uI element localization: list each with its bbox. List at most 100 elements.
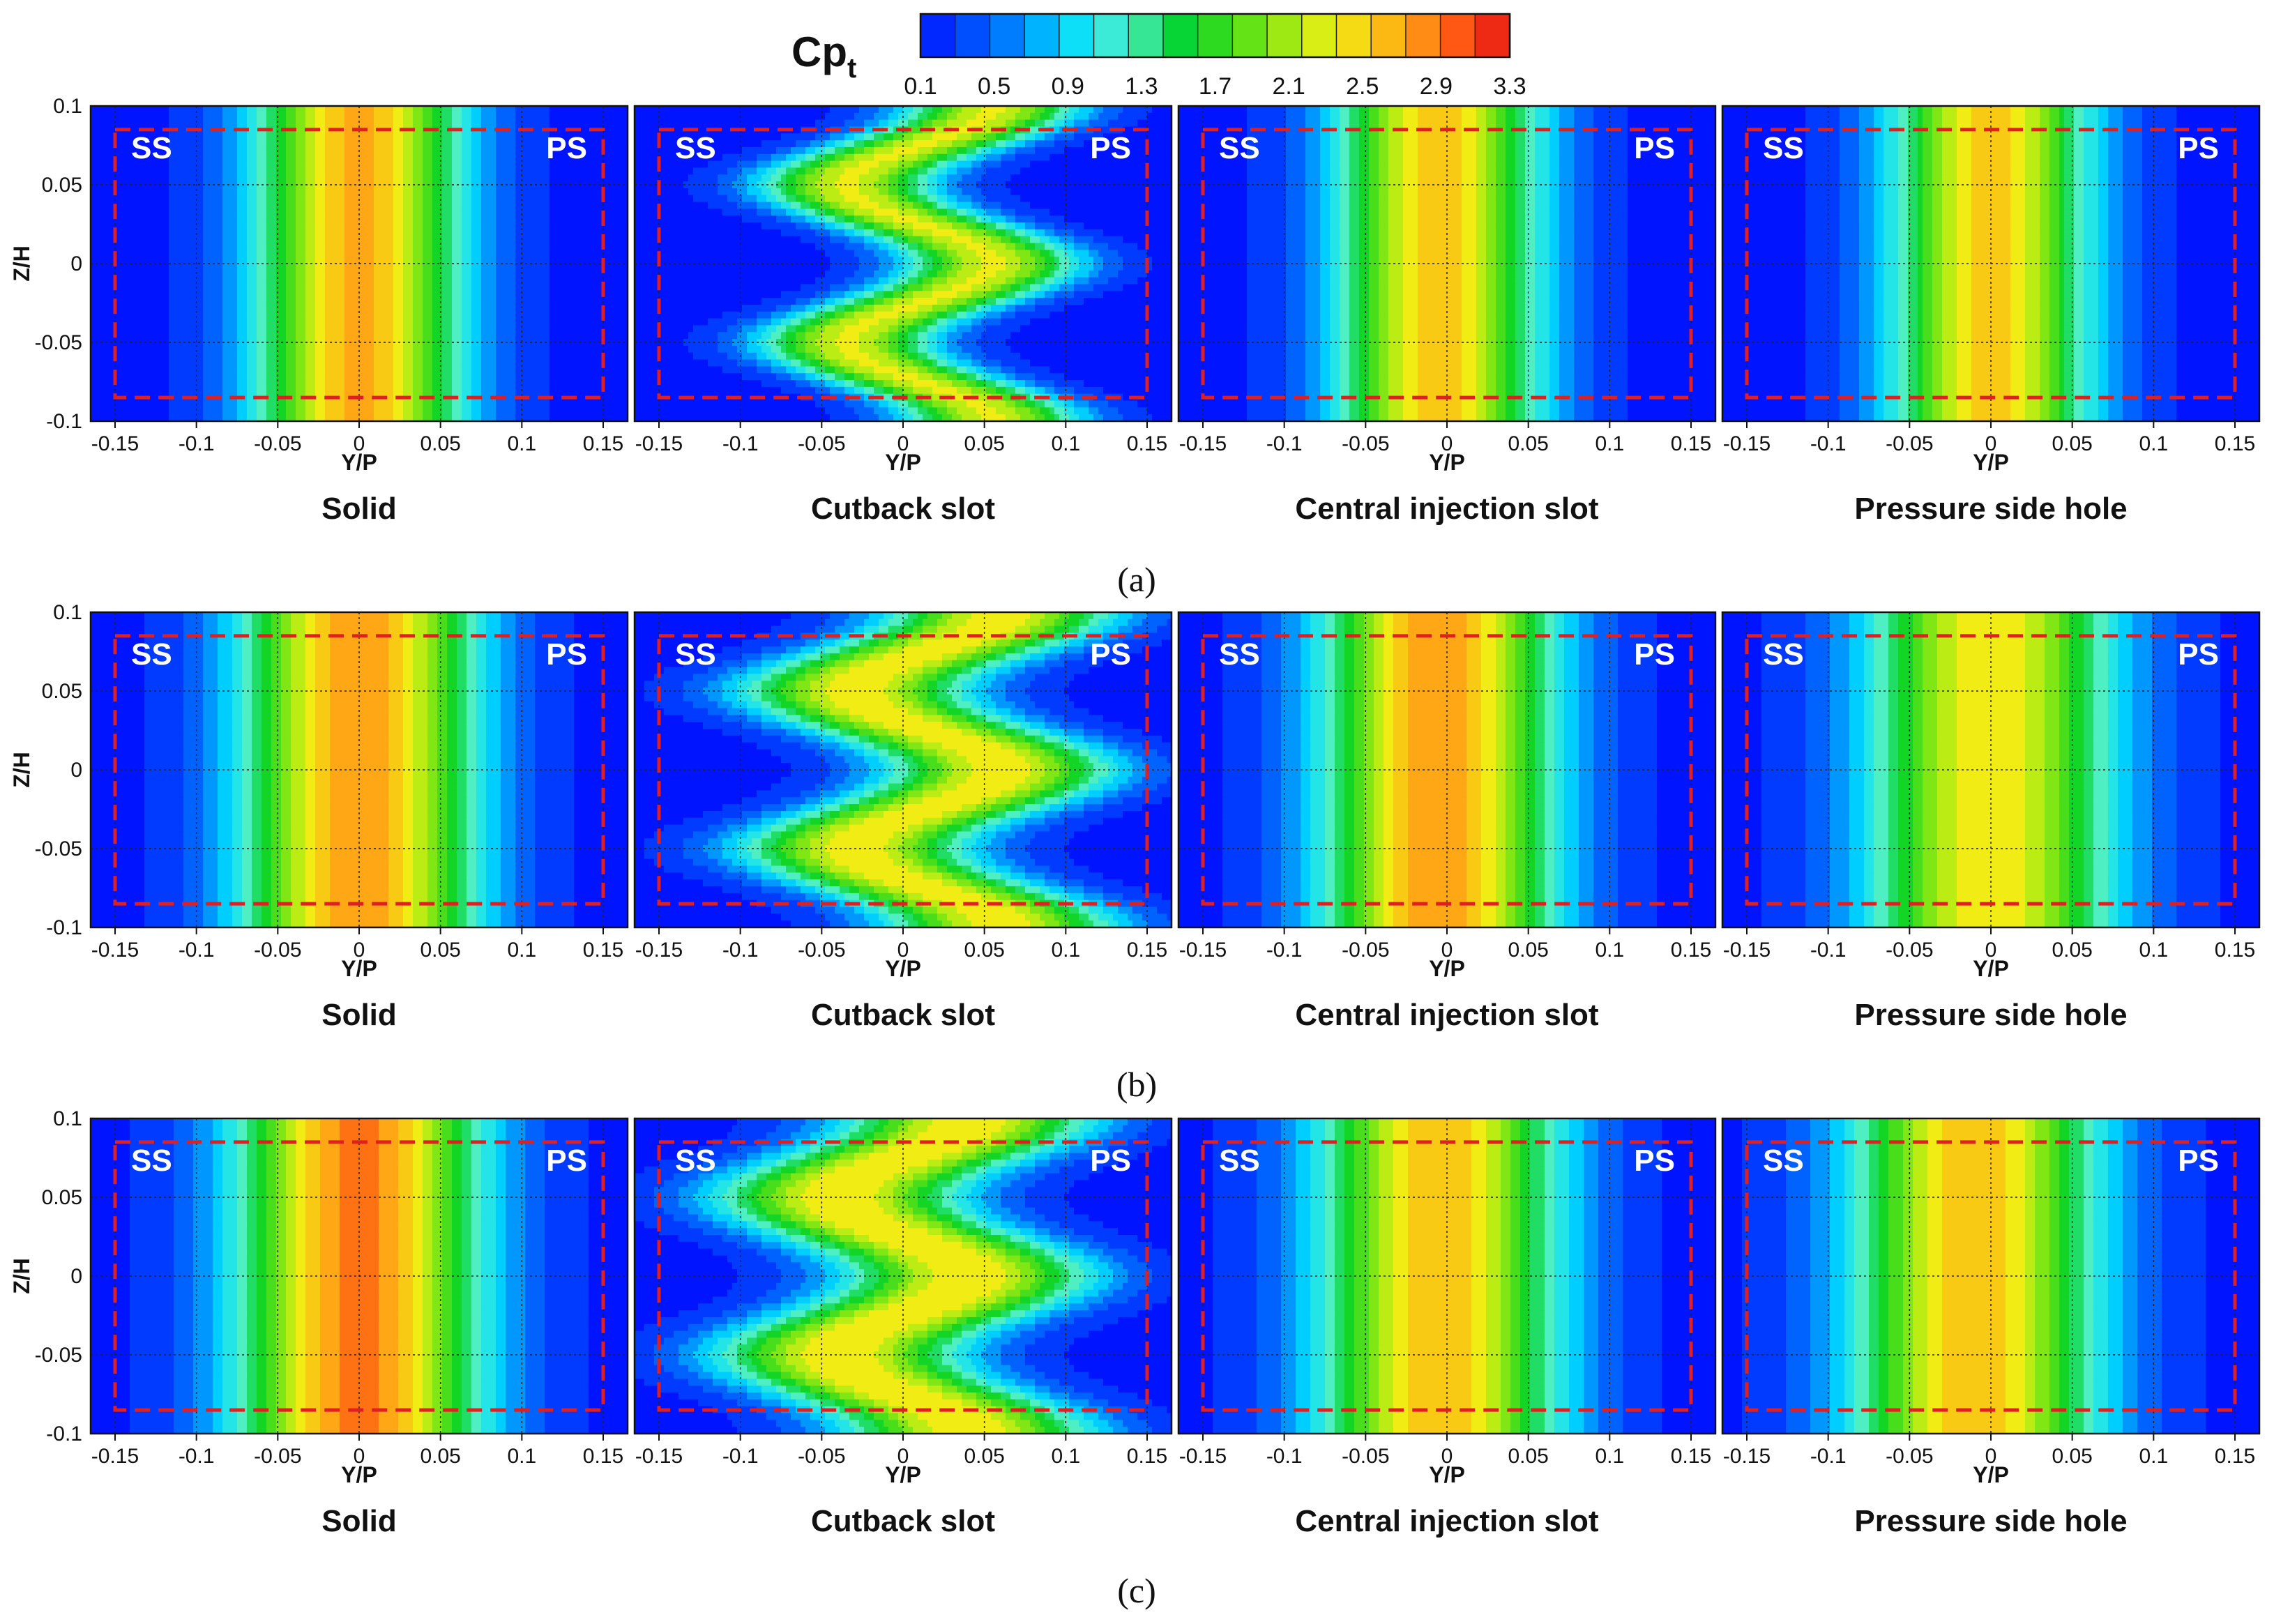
heatmap-cell [188, 305, 194, 312]
heatmap-cell [340, 243, 345, 251]
heatmap-cell [154, 120, 160, 128]
heatmap-cell [227, 312, 233, 319]
heatmap-cell [296, 257, 301, 264]
heatmap-cell [603, 113, 609, 121]
heatmap-cell [388, 312, 394, 319]
heatmap-cell [364, 380, 370, 388]
heatmap-cell [437, 236, 443, 244]
heatmap-cell [413, 325, 418, 333]
heatmap-cell [608, 312, 614, 319]
heatmap-cell [462, 140, 467, 148]
heatmap-cell [320, 250, 326, 257]
heatmap-cell [125, 250, 130, 257]
heatmap-cell [413, 106, 418, 114]
heatmap-cell [232, 147, 238, 155]
heatmap-cell [164, 346, 169, 354]
heatmap-cell [296, 264, 301, 271]
heatmap-cell [266, 106, 272, 114]
heatmap-cell [515, 106, 521, 114]
heatmap-cell [198, 161, 204, 169]
heatmap-cell [540, 373, 545, 381]
heatmap-cell [613, 243, 619, 251]
heatmap-cell [569, 332, 575, 340]
heatmap-cell [349, 278, 355, 285]
heatmap-cell [349, 202, 355, 210]
heatmap-cell [369, 147, 374, 155]
heatmap-cell [413, 154, 418, 162]
heatmap-cell [393, 147, 399, 155]
heatmap-cell [125, 113, 130, 121]
heatmap-cell [408, 291, 414, 298]
heatmap-cell [232, 133, 238, 141]
heatmap-cell [530, 278, 536, 285]
heatmap-cell [559, 312, 565, 319]
heatmap-cell [427, 222, 433, 230]
heatmap-cell [125, 174, 130, 182]
heatmap-cell [457, 236, 462, 244]
heatmap-cell [413, 271, 418, 278]
heatmap-cell [179, 140, 184, 148]
heatmap-cell [452, 380, 457, 388]
heatmap-cell [554, 215, 560, 223]
heatmap-cell [179, 278, 184, 285]
heatmap-cell [403, 387, 409, 395]
heatmap-cell [301, 325, 306, 333]
heatmap-cell [481, 188, 487, 196]
heatmap-cell [549, 312, 555, 319]
heatmap-cell [476, 202, 482, 210]
heatmap-cell [130, 401, 135, 409]
heatmap-cell [579, 222, 584, 230]
heatmap-cell [174, 298, 179, 305]
heatmap-cell [218, 298, 223, 305]
heatmap-cell [261, 373, 267, 381]
heatmap-cell [432, 264, 438, 271]
heatmap-cell [584, 271, 589, 278]
heatmap-cell [540, 401, 545, 409]
heatmap-cell [530, 319, 536, 326]
heatmap-cell [398, 291, 404, 298]
heatmap-cell [164, 278, 169, 285]
heatmap-cell [188, 243, 194, 251]
heatmap-cell [554, 360, 560, 367]
heatmap-cell [130, 271, 135, 278]
heatmap-cell [261, 188, 267, 196]
heatmap-cell [462, 202, 467, 210]
heatmap-cell [379, 284, 384, 291]
heatmap-cell [252, 271, 257, 278]
heatmap-cell [242, 113, 248, 121]
heatmap-cell [388, 360, 394, 367]
heatmap-cell [344, 264, 350, 271]
heatmap-cell [520, 312, 526, 319]
heatmap-cell [476, 271, 482, 278]
heatmap-cell [135, 202, 140, 210]
heatmap-cell [379, 366, 384, 374]
heatmap-cell [481, 154, 487, 162]
heatmap-cell [471, 147, 477, 155]
heatmap-cell [261, 278, 267, 285]
heatmap-cell [515, 360, 521, 367]
heatmap-cell [393, 264, 399, 271]
heatmap-cell [164, 319, 169, 326]
heatmap-cell [203, 202, 209, 210]
heatmap-cell [305, 387, 311, 395]
heatmap-cell [564, 332, 570, 340]
heatmap-cell [344, 401, 350, 409]
heatmap-cell [310, 325, 316, 333]
heatmap-cell [564, 325, 570, 333]
heatmap-cell [593, 250, 599, 257]
heatmap-cell [310, 284, 316, 291]
heatmap-cell [423, 380, 428, 388]
heatmap-cell [305, 174, 311, 182]
heatmap-cell [486, 126, 492, 134]
heatmap-cell [218, 229, 223, 237]
heatmap-cell [579, 120, 584, 128]
heatmap-cell [447, 407, 453, 415]
heatmap-cell [447, 167, 453, 175]
heatmap-cell [603, 346, 609, 354]
heatmap-cell [105, 407, 111, 415]
heatmap-cell [208, 319, 213, 326]
heatmap-cell [501, 154, 506, 162]
heatmap-cell [545, 195, 550, 203]
heatmap-cell [247, 271, 252, 278]
heatmap-cell [574, 208, 579, 216]
